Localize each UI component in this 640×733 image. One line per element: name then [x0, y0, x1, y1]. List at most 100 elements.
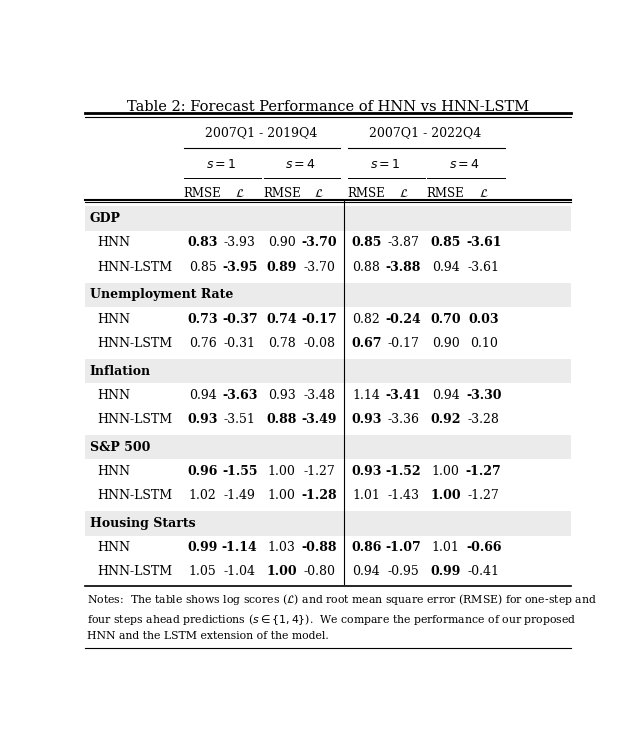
Text: HNN-LSTM: HNN-LSTM [97, 413, 173, 426]
Text: HNN-LSTM: HNN-LSTM [97, 565, 173, 578]
Text: -1.04: -1.04 [224, 565, 256, 578]
Text: GDP: GDP [90, 212, 121, 225]
Text: -1.07: -1.07 [385, 541, 421, 554]
Text: $s = 1$: $s = 1$ [206, 158, 237, 171]
Bar [85, 512, 571, 536]
Text: $s = 4$: $s = 4$ [285, 158, 316, 171]
Text: -0.80: -0.80 [303, 565, 335, 578]
Text: -0.41: -0.41 [468, 565, 500, 578]
Text: 1.14: 1.14 [352, 388, 380, 402]
Text: -3.28: -3.28 [468, 413, 500, 426]
Text: -0.37: -0.37 [222, 312, 257, 325]
Text: 0.74: 0.74 [266, 312, 297, 325]
Text: -3.61: -3.61 [468, 261, 500, 273]
Text: 0.94: 0.94 [431, 261, 460, 273]
Text: -3.48: -3.48 [303, 388, 335, 402]
Text: -3.93: -3.93 [224, 236, 255, 249]
Text: S&P 500: S&P 500 [90, 441, 150, 454]
Text: 0.94: 0.94 [431, 388, 460, 402]
Text: $\mathcal{L}$: $\mathcal{L}$ [235, 188, 244, 200]
Text: HNN: HNN [97, 541, 131, 554]
Text: 2007Q1 - 2022Q4: 2007Q1 - 2022Q4 [369, 126, 481, 139]
Text: -1.14: -1.14 [222, 541, 257, 554]
Text: $\mathcal{L}$: $\mathcal{L}$ [399, 188, 408, 200]
Text: 0.90: 0.90 [268, 236, 296, 249]
Text: RMSE: RMSE [184, 188, 221, 200]
Text: -1.27: -1.27 [468, 489, 500, 502]
Text: -1.43: -1.43 [387, 489, 419, 502]
Text: -3.30: -3.30 [466, 388, 502, 402]
Text: 0.93: 0.93 [188, 413, 218, 426]
Text: 0.82: 0.82 [352, 312, 380, 325]
Text: Unemployment Rate: Unemployment Rate [90, 288, 234, 301]
Text: 0.03: 0.03 [468, 312, 499, 325]
Text: 0.88: 0.88 [352, 261, 380, 273]
Text: -3.87: -3.87 [387, 236, 419, 249]
Text: -3.61: -3.61 [466, 236, 502, 249]
Text: 0.93: 0.93 [351, 413, 381, 426]
Text: 0.93: 0.93 [351, 465, 381, 478]
Text: -3.70: -3.70 [303, 261, 335, 273]
Text: HNN: HNN [97, 312, 131, 325]
Bar [85, 283, 571, 307]
Text: -3.51: -3.51 [224, 413, 255, 426]
Text: 0.99: 0.99 [188, 541, 218, 554]
Text: -3.63: -3.63 [222, 388, 257, 402]
Text: 0.78: 0.78 [268, 337, 296, 350]
Text: $s = 4$: $s = 4$ [449, 158, 481, 171]
Text: -3.95: -3.95 [222, 261, 257, 273]
Text: 0.88: 0.88 [267, 413, 297, 426]
Bar [85, 207, 571, 231]
Text: 1.00: 1.00 [431, 465, 460, 478]
Text: -1.27: -1.27 [466, 465, 502, 478]
Text: -3.88: -3.88 [386, 261, 421, 273]
Text: -1.52: -1.52 [385, 465, 421, 478]
Text: 1.05: 1.05 [189, 565, 216, 578]
Text: $\mathcal{L}$: $\mathcal{L}$ [479, 188, 488, 200]
Text: -1.49: -1.49 [224, 489, 255, 502]
Text: HNN: HNN [97, 236, 131, 249]
Text: -3.49: -3.49 [301, 413, 337, 426]
Bar [85, 359, 571, 383]
Text: 1.00: 1.00 [268, 489, 296, 502]
Text: 1.00: 1.00 [430, 489, 461, 502]
Text: 0.94: 0.94 [189, 388, 216, 402]
Text: -1.28: -1.28 [301, 489, 337, 502]
Text: HNN-LSTM: HNN-LSTM [97, 489, 173, 502]
Text: 1.01: 1.01 [352, 489, 380, 502]
Text: 0.94: 0.94 [352, 565, 380, 578]
Text: 0.96: 0.96 [188, 465, 218, 478]
Text: 0.86: 0.86 [351, 541, 381, 554]
Text: 1.03: 1.03 [268, 541, 296, 554]
Text: -3.41: -3.41 [385, 388, 421, 402]
Text: -3.36: -3.36 [387, 413, 419, 426]
Text: HNN-LSTM: HNN-LSTM [97, 261, 173, 273]
Text: Notes:  The table shows log scores ($\mathcal{L}$) and root mean square error (R: Notes: The table shows log scores ($\mat… [88, 592, 597, 641]
Text: 1.00: 1.00 [268, 465, 296, 478]
Text: 0.85: 0.85 [430, 236, 461, 249]
Text: -0.95: -0.95 [387, 565, 419, 578]
Text: Inflation: Inflation [90, 364, 151, 377]
Text: 1.02: 1.02 [189, 489, 216, 502]
Text: RMSE: RMSE [348, 188, 385, 200]
Text: 0.73: 0.73 [188, 312, 218, 325]
Text: Housing Starts: Housing Starts [90, 517, 196, 530]
Text: 0.83: 0.83 [188, 236, 218, 249]
Text: 0.10: 0.10 [470, 337, 498, 350]
Text: $s = 1$: $s = 1$ [370, 158, 401, 171]
Text: HNN: HNN [97, 388, 131, 402]
Text: $\mathcal{L}$: $\mathcal{L}$ [314, 188, 324, 200]
Text: 0.92: 0.92 [430, 413, 461, 426]
Text: -3.70: -3.70 [301, 236, 337, 249]
Text: -1.27: -1.27 [303, 465, 335, 478]
Text: 0.99: 0.99 [430, 565, 461, 578]
Text: 2007Q1 - 2019Q4: 2007Q1 - 2019Q4 [205, 126, 317, 139]
Text: -0.88: -0.88 [301, 541, 337, 554]
Text: -0.31: -0.31 [224, 337, 256, 350]
Text: 0.89: 0.89 [267, 261, 297, 273]
Text: -0.08: -0.08 [303, 337, 335, 350]
Text: 1.01: 1.01 [431, 541, 460, 554]
Text: RMSE: RMSE [427, 188, 465, 200]
Text: RMSE: RMSE [263, 188, 301, 200]
Text: HNN: HNN [97, 465, 131, 478]
